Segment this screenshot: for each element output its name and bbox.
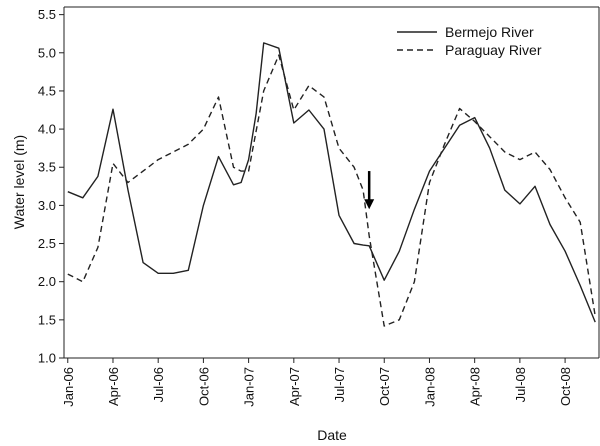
x-tick-label: Oct-08 xyxy=(558,367,573,406)
y-axis-ticks: 1.0 1.5 2.0 2.5 3.0 3.5 4.0 4.5 5.0 5.5 xyxy=(38,7,64,366)
x-tick-label: Oct-06 xyxy=(196,367,211,406)
legend-label-bermejo: Bermejo River xyxy=(445,24,534,40)
x-tick-label: Apr-07 xyxy=(287,367,302,406)
series-layer xyxy=(67,42,596,327)
x-tick-label: Apr-08 xyxy=(468,367,483,406)
y-tick-label: 2.5 xyxy=(38,236,56,251)
x-axis-ticks: Jan-06 Apr-06 Jul-06 Oct-06 Jan-07 Apr-07 Jul-… xyxy=(61,358,573,407)
x-tick-label: Jul-08 xyxy=(513,367,528,402)
x-tick-label: Jan-08 xyxy=(422,367,437,407)
x-tick-label: Oct-07 xyxy=(377,367,392,406)
annotation-layer xyxy=(364,171,375,210)
x-tick-label: Jan-06 xyxy=(61,367,76,407)
series-line-paraguay-river xyxy=(67,54,596,327)
y-tick-label: 3.0 xyxy=(38,198,56,213)
plot-frame xyxy=(63,6,600,359)
y-tick-label: 1.5 xyxy=(38,312,56,327)
y-tick-label: 2.0 xyxy=(38,274,56,289)
x-tick-label: Jul-06 xyxy=(151,367,166,402)
x-tick-label: Jul-07 xyxy=(332,367,347,402)
y-tick-label: 4.0 xyxy=(38,122,56,137)
y-tick-label: 1.0 xyxy=(38,351,56,366)
x-tick-label: Apr-06 xyxy=(106,367,121,406)
y-axis-title: Water level (m) xyxy=(11,135,27,229)
x-axis-title: Date xyxy=(317,427,347,443)
series-line-bermejo-river xyxy=(67,42,596,323)
legend-label-paraguay: Paraguay River xyxy=(445,42,542,58)
arrow-annotation-head xyxy=(364,199,375,210)
y-tick-label: 4.5 xyxy=(38,83,56,98)
y-tick-label: 3.5 xyxy=(38,160,56,175)
x-tick-label: Jan-07 xyxy=(242,367,257,407)
legend: Bermejo River Paraguay River xyxy=(397,24,542,58)
y-tick-label: 5.5 xyxy=(38,7,56,22)
y-tick-label: 5.0 xyxy=(38,45,56,60)
